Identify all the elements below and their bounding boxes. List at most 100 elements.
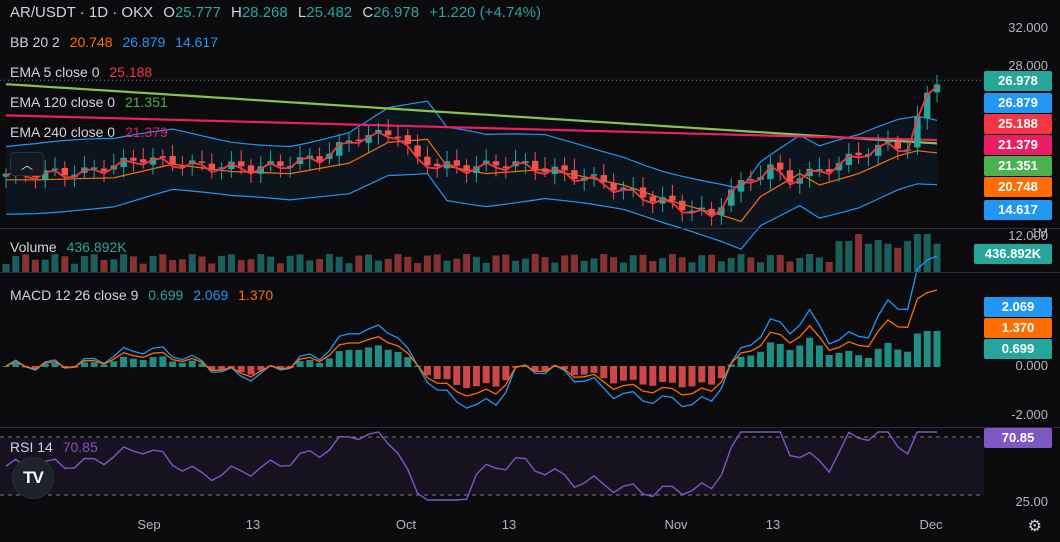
ohlc-high: H28.268: [231, 4, 288, 21]
macd-histogram-bar: [884, 342, 892, 367]
macd-histogram-bar: [178, 362, 186, 367]
volume-bar: [492, 255, 500, 272]
volume-bar: [766, 255, 774, 272]
candle-body: [218, 167, 225, 169]
macd-histogram-bar: [894, 349, 902, 367]
volume-bar: [864, 243, 872, 272]
pane-separator: [0, 272, 1060, 273]
volume-bar: [365, 254, 373, 272]
price-axis-label: 28.000: [1008, 58, 1048, 73]
candle-body: [728, 189, 735, 206]
volume-bar: [668, 254, 676, 272]
volume-bar: [100, 259, 108, 272]
candle-body: [120, 157, 127, 168]
macd-histogram-bar: [198, 363, 206, 367]
volume-bar: [237, 260, 245, 272]
candle-body: [826, 168, 833, 172]
candle-body: [287, 166, 294, 168]
time-axis-label: Dec: [919, 517, 943, 532]
candle-body: [855, 152, 862, 156]
ema120-legend[interactable]: EMA 120 close 0 21.351: [10, 94, 174, 110]
time-axis-label: Sep: [137, 517, 161, 532]
rsi-legend[interactable]: RSI 14 70.85: [10, 439, 104, 455]
candle-body: [816, 168, 823, 171]
macd-histogram-bar: [296, 361, 304, 367]
chevron-up-icon: ︿: [20, 157, 33, 172]
candle-body: [532, 160, 539, 170]
macd-histogram-bar: [335, 351, 343, 367]
volume-bar: [218, 255, 226, 272]
volume-bar: [149, 255, 157, 272]
macd-histogram-bar: [41, 363, 49, 367]
macd-histogram-bar: [355, 349, 363, 367]
candle-body: [835, 163, 843, 171]
bb-basis-tag: 20.748: [984, 177, 1052, 197]
tradingview-logo[interactable]: TV: [12, 457, 54, 499]
change-value: +1.220 (+4.74%): [429, 4, 541, 21]
close-label: C: [362, 4, 374, 21]
volume-bar: [580, 260, 588, 272]
high-value: 28.268: [241, 4, 288, 21]
pane-separator: [0, 427, 1060, 428]
macd-line-tag: 2.069: [984, 297, 1052, 317]
candle-body: [884, 140, 892, 143]
candle-body: [649, 196, 656, 202]
candle-body: [140, 159, 147, 163]
volume-legend[interactable]: Volume 436.892K: [10, 239, 133, 255]
volume-bar: [806, 254, 814, 272]
macd-histogram-bar: [766, 342, 774, 367]
time-axis-label: 13: [501, 517, 517, 532]
candle-body: [914, 116, 921, 148]
macd-line-value: 2.069: [193, 287, 229, 303]
candle-body: [522, 161, 529, 163]
volume-bar: [717, 261, 725, 272]
macd-histogram-bar: [610, 366, 618, 384]
rsi-value: 70.85: [62, 439, 98, 455]
ema5-legend[interactable]: EMA 5 close 0 25.188: [10, 64, 158, 80]
candle-body: [355, 139, 362, 142]
macd-histogram-bar: [737, 356, 745, 367]
candle-body: [257, 166, 264, 174]
macd-legend[interactable]: MACD 12 26 close 9 0.699 2.069 1.370: [10, 287, 279, 303]
volume-bar: [541, 257, 549, 272]
candle-body: [247, 165, 255, 172]
candle-body: [277, 161, 284, 167]
time-axis-label: Nov: [664, 517, 688, 532]
macd-histogram-bar: [649, 366, 657, 386]
volume-bar: [267, 256, 275, 272]
ema240-legend[interactable]: EMA 240 close 0 21.379: [10, 124, 174, 140]
volume-bar: [600, 254, 608, 272]
macd-histogram-bar: [100, 364, 108, 367]
macd-hist-tag: 0.699: [984, 339, 1052, 359]
macd-histogram-bar: [825, 354, 833, 367]
ema120-tag: 21.351: [984, 156, 1052, 176]
time-axis-label: Oct: [395, 517, 417, 532]
bb-legend[interactable]: BB 20 2 20.748 26.879 14.617: [10, 34, 224, 50]
macd-histogram-bar: [913, 333, 921, 367]
symbol-name[interactable]: AR/USDT · 1D · OKX: [10, 4, 154, 21]
volume-bar: [649, 261, 657, 272]
candle-body: [404, 135, 411, 144]
volume-bar: [708, 254, 716, 272]
macd-histogram-bar: [845, 350, 853, 367]
volume-bar: [345, 263, 353, 272]
candle-body: [159, 156, 166, 158]
low-label: L: [297, 4, 307, 21]
collapse-legend-button[interactable]: ︿: [10, 152, 44, 176]
macd-histogram-bar: [443, 366, 451, 380]
macd-histogram-bar: [923, 331, 931, 367]
candle-body: [737, 180, 745, 192]
volume-bar: [423, 255, 431, 272]
candle-body: [767, 164, 774, 180]
bb-lower-tag: 14.617: [984, 200, 1052, 220]
candle-body: [130, 157, 137, 161]
settings-gear-icon[interactable]: ⚙: [1027, 518, 1042, 535]
volume-bar: [482, 262, 490, 272]
ema5-value: 25.188: [109, 64, 153, 80]
rsi-label: RSI 14: [10, 439, 53, 455]
candle-body: [61, 167, 68, 176]
macd-histogram-bar: [796, 345, 804, 367]
volume-bar: [453, 258, 461, 272]
macd-histogram-bar: [521, 365, 529, 367]
